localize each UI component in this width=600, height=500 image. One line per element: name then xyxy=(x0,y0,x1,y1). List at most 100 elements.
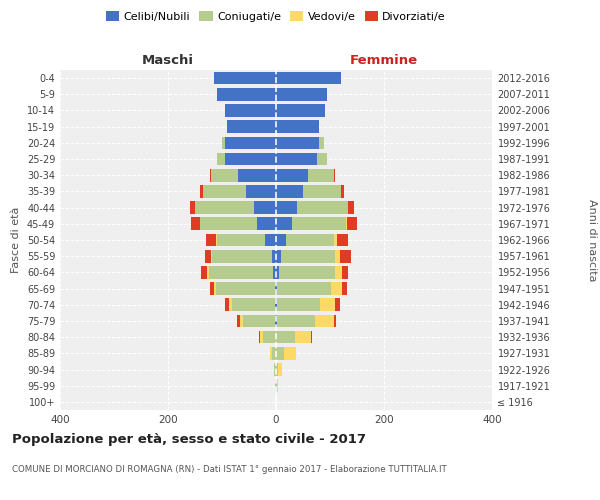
Bar xyxy=(259,331,260,344)
Bar xyxy=(211,250,212,262)
Bar xyxy=(195,202,254,214)
Bar xyxy=(337,234,348,246)
Bar xyxy=(240,314,242,328)
Bar xyxy=(276,234,286,246)
Bar xyxy=(335,250,340,262)
Bar xyxy=(247,185,276,198)
Bar xyxy=(335,266,342,278)
Bar xyxy=(277,298,320,311)
Bar xyxy=(206,234,215,246)
Bar xyxy=(276,152,317,166)
Bar xyxy=(217,152,225,166)
Bar xyxy=(238,169,276,181)
Bar xyxy=(276,218,292,230)
Bar xyxy=(209,266,274,278)
Bar xyxy=(270,347,272,360)
Bar xyxy=(342,282,347,295)
Bar xyxy=(320,298,335,311)
Bar xyxy=(202,266,207,278)
Bar xyxy=(276,104,325,117)
Bar xyxy=(242,314,275,328)
Bar xyxy=(276,202,296,214)
Bar xyxy=(276,347,284,360)
Bar xyxy=(212,250,272,262)
Bar xyxy=(214,282,215,295)
Bar xyxy=(265,234,276,246)
Bar xyxy=(232,298,275,311)
Bar xyxy=(275,282,276,295)
Bar xyxy=(263,331,276,344)
Bar xyxy=(191,218,200,230)
Bar xyxy=(210,169,211,181)
Text: Popolazione per età, sesso e stato civile - 2017: Popolazione per età, sesso e stato civil… xyxy=(12,432,366,446)
Bar xyxy=(319,136,323,149)
Legend: Celibi/Nubili, Coniugati/e, Vedovi/e, Divorziati/e: Celibi/Nubili, Coniugati/e, Vedovi/e, Di… xyxy=(103,8,449,25)
Bar xyxy=(296,202,348,214)
Bar xyxy=(276,88,328,101)
Bar xyxy=(225,152,276,166)
Bar xyxy=(340,250,350,262)
Bar xyxy=(341,185,343,198)
Bar xyxy=(272,347,276,360)
Bar xyxy=(284,347,296,360)
Bar xyxy=(276,298,277,311)
Bar xyxy=(278,266,335,278)
Bar xyxy=(274,266,276,278)
Bar xyxy=(227,120,276,133)
Bar xyxy=(274,363,276,376)
Bar xyxy=(334,169,335,181)
Bar xyxy=(225,136,276,149)
Bar xyxy=(276,266,278,278)
Bar xyxy=(276,136,319,149)
Bar xyxy=(237,314,240,328)
Bar xyxy=(276,331,295,344)
Bar xyxy=(276,314,277,328)
Bar xyxy=(260,331,263,344)
Text: COMUNE DI MORCIANO DI ROMAGNA (RN) - Dati ISTAT 1° gennaio 2017 - Elaborazione T: COMUNE DI MORCIANO DI ROMAGNA (RN) - Dat… xyxy=(12,466,447,474)
Text: Maschi: Maschi xyxy=(142,54,194,68)
Bar xyxy=(346,218,347,230)
Bar xyxy=(342,266,349,278)
Bar xyxy=(225,298,229,311)
Bar xyxy=(211,169,238,181)
Bar xyxy=(217,234,265,246)
Bar xyxy=(292,218,346,230)
Bar xyxy=(207,266,209,278)
Bar xyxy=(205,250,211,262)
Bar xyxy=(225,104,276,117)
Bar xyxy=(317,152,328,166)
Bar xyxy=(334,314,337,328)
Bar xyxy=(347,218,357,230)
Bar xyxy=(277,314,315,328)
Bar xyxy=(276,250,281,262)
Bar xyxy=(348,202,354,214)
Bar xyxy=(335,298,340,311)
Bar xyxy=(303,185,341,198)
Bar xyxy=(331,282,342,295)
Bar xyxy=(311,331,312,344)
Bar xyxy=(275,298,276,311)
Bar xyxy=(334,234,337,246)
Bar xyxy=(278,363,283,376)
Bar xyxy=(200,218,257,230)
Bar xyxy=(200,185,203,198)
Bar xyxy=(286,234,334,246)
Bar xyxy=(277,282,331,295)
Bar xyxy=(222,136,225,149)
Bar xyxy=(276,120,319,133)
Bar xyxy=(276,363,278,376)
Bar xyxy=(281,250,335,262)
Y-axis label: Fasce di età: Fasce di età xyxy=(11,207,21,273)
Bar xyxy=(215,282,275,295)
Bar xyxy=(203,185,247,198)
Bar xyxy=(275,314,276,328)
Bar xyxy=(254,202,276,214)
Bar xyxy=(190,202,195,214)
Bar xyxy=(272,250,276,262)
Text: Anni di nascita: Anni di nascita xyxy=(587,198,597,281)
Bar xyxy=(276,185,303,198)
Bar xyxy=(295,331,311,344)
Text: Femmine: Femmine xyxy=(350,54,418,68)
Bar xyxy=(209,282,214,295)
Bar xyxy=(217,88,276,101)
